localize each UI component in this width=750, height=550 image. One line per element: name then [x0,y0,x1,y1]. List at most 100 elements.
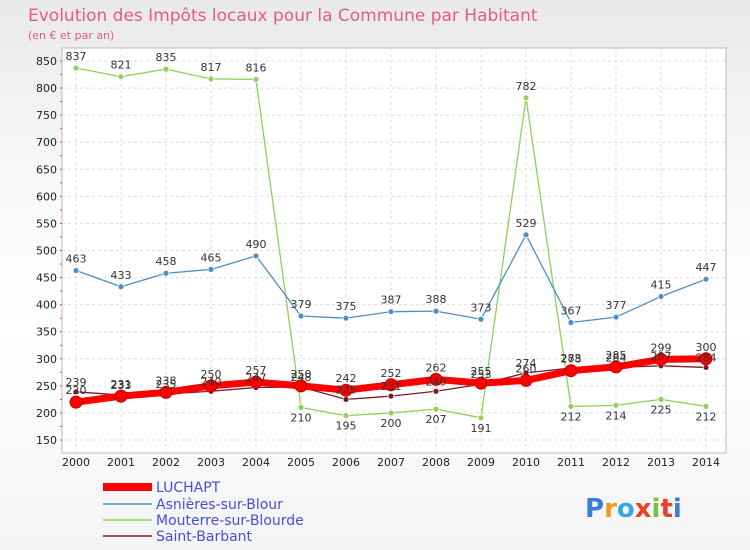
data-label: 262 [426,361,447,374]
data-point [162,269,170,277]
data-label: 447 [696,261,717,274]
data-label: 463 [66,253,87,266]
data-label: 835 [156,51,177,64]
proxiti-logo: Proxiti [585,494,682,524]
data-point [564,364,578,378]
data-label: 465 [201,251,222,264]
data-point [387,392,395,400]
data-point [702,403,710,410]
data-label: 212 [696,410,717,423]
data-label: 212 [561,410,582,423]
data-label: 817 [201,61,222,74]
legend-label: Mouterre-sur-Blourde [156,513,304,529]
x-tick-label: 2013 [647,456,675,469]
data-point [699,352,713,366]
data-point [117,73,125,81]
x-tick-label: 2014 [692,456,720,469]
y-tick-label: 450 [36,272,57,285]
y-tick-label: 400 [36,299,57,312]
y-tick-label: 150 [36,434,57,447]
data-point [384,378,398,392]
chart-title: Evolution des Impôts locaux pour la Comm… [28,6,538,26]
data-label: 284 [606,351,627,364]
y-tick-label: 800 [36,82,57,95]
y-tick-label: 550 [36,217,57,230]
data-point [207,75,215,83]
data-label: 388 [426,293,447,306]
data-point [162,65,170,73]
x-tick-label: 2001 [107,456,135,469]
data-label: 231 [111,378,132,391]
series [69,64,713,422]
legend-label: LUCHAPT [156,480,221,496]
x-tick-label: 2008 [422,456,450,469]
data-label: 207 [426,413,447,426]
data-label: 837 [66,50,87,63]
data-point [339,383,353,397]
data-point [657,293,665,300]
data-label: 191 [471,422,492,435]
data-label: 278 [561,353,582,366]
data-point [297,312,305,320]
x-tick-label: 2010 [512,456,540,469]
data-label: 458 [156,255,177,268]
data-label: 195 [336,420,357,433]
data-point [702,364,710,371]
data-label: 235 [156,378,177,391]
data-label: 242 [336,372,357,385]
data-label: 300 [696,341,717,354]
data-point [72,388,80,396]
data-point [567,319,575,326]
data-label: 257 [246,364,267,377]
data-point [252,252,260,260]
data-point [609,360,623,374]
data-point [432,307,440,315]
data-label: 299 [651,341,672,354]
x-tick-label: 2000 [62,456,90,469]
x-tick-label: 2004 [242,456,270,469]
data-label: 231 [381,380,402,393]
data-label: 248 [291,371,312,384]
data-label: 200 [381,417,402,430]
x-tick-label: 2002 [152,456,180,469]
data-label: 253 [471,368,492,381]
data-point [477,315,485,323]
data-label: 233 [111,379,132,392]
y-tick-label: 300 [36,353,57,366]
y-tick-label: 350 [36,326,57,339]
axes: 150 200 250 300 350 400 450 500 550 600 650 700 750 8… [36,55,720,469]
data-point [342,412,350,420]
data-label: 387 [381,294,402,307]
data-label: 250 [201,368,222,381]
data-label: 225 [651,403,672,416]
data-point [387,409,395,417]
data-point [342,314,350,322]
x-tick-label: 2011 [557,456,585,469]
data-point [522,231,530,239]
data-label: 375 [336,300,357,313]
legend: LUCHAPTAsnières-sur-BlourMouterre-sur-Bl… [103,480,304,545]
x-tick-label: 2009 [467,456,495,469]
data-label: 240 [426,375,447,388]
data-label: 529 [516,217,537,230]
y-tick-label: 850 [36,55,57,68]
data-label: 260 [516,362,537,375]
data-point [654,352,668,366]
data-label: 367 [561,305,582,318]
data-label: 285 [606,349,627,362]
data-label: 415 [651,279,672,292]
data-point [297,404,305,411]
data-label: 247 [246,371,267,384]
data-point [477,414,485,422]
logo-text: Proxiti [585,494,682,524]
data-point [69,395,83,409]
y-tick-label: 650 [36,163,57,176]
data-label: 373 [471,301,492,314]
data-label: 782 [516,80,537,93]
data-label: 490 [246,238,267,251]
data-label: 283 [561,352,582,365]
data-point [612,401,620,409]
data-point [117,283,125,291]
